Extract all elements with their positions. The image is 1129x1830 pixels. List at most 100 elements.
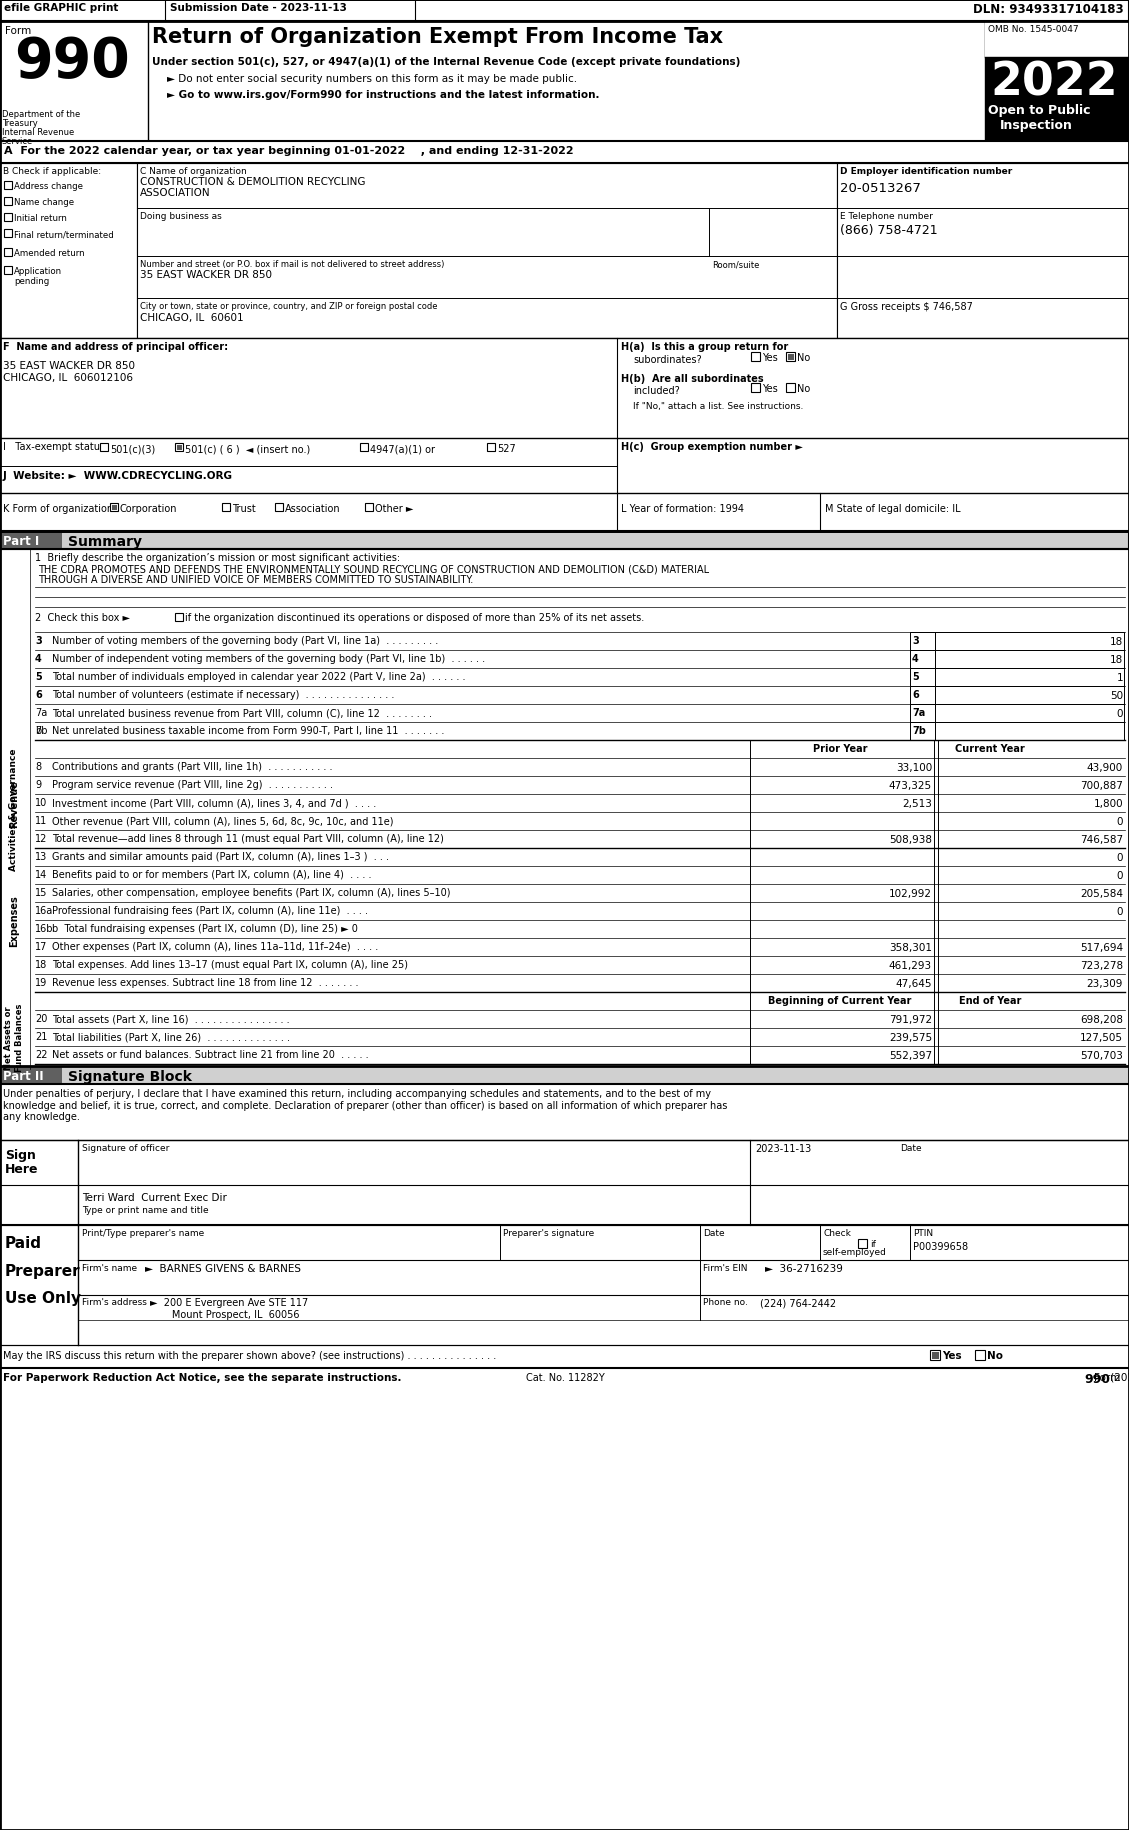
Text: 746,587: 746,587 (1079, 834, 1123, 844)
Text: Paid: Paid (5, 1235, 42, 1250)
Bar (176, 445, 182, 450)
Text: Prior Year: Prior Year (813, 743, 867, 754)
Text: City or town, state or province, country, and ZIP or foreign postal code: City or town, state or province, country… (140, 302, 438, 311)
Bar (0, 165, 137, 339)
Text: Part I: Part I (3, 534, 40, 547)
Text: 700,887: 700,887 (1080, 781, 1123, 791)
Text: Grants and similar amounts paid (Part IX, column (A), lines 1–3 )  . . .: Grants and similar amounts paid (Part IX… (52, 851, 390, 862)
Text: 18: 18 (1110, 637, 1123, 646)
Text: Total unrelated business revenue from Part VIII, column (C), line 12  . . . . . : Total unrelated business revenue from Pa… (52, 708, 432, 717)
Text: Net assets or fund balances. Subtract line 21 from line 20  . . . . .: Net assets or fund balances. Subtract li… (52, 1049, 369, 1060)
Text: Signature Block: Signature Block (68, 1069, 192, 1083)
Bar (750, 992, 938, 1065)
Text: 8: 8 (35, 761, 41, 772)
Text: 3: 3 (35, 635, 42, 646)
Text: For Paperwork Reduction Act Notice, see the separate instructions.: For Paperwork Reduction Act Notice, see … (3, 1372, 402, 1382)
Bar (222, 503, 230, 512)
Text: CHICAGO, IL  606012106: CHICAGO, IL 606012106 (3, 373, 133, 382)
Bar (0, 533, 1129, 549)
Text: 358,301: 358,301 (889, 942, 933, 952)
Text: Under section 501(c), 527, or 4947(a)(1) of the Internal Revenue Code (except pr: Under section 501(c), 527, or 4947(a)(1)… (152, 57, 741, 68)
Bar (5, 214, 12, 221)
Text: Final return/terminated: Final return/terminated (14, 231, 114, 240)
Text: 47,645: 47,645 (895, 979, 933, 988)
Text: Check: Check (823, 1228, 851, 1237)
Bar (910, 686, 935, 705)
Bar (751, 353, 760, 362)
Text: B Check if applicable:: B Check if applicable: (3, 167, 102, 176)
Text: ►  200 E Evergreen Ave STE 117: ► 200 E Evergreen Ave STE 117 (150, 1297, 308, 1307)
Text: 239,575: 239,575 (889, 1032, 933, 1043)
Text: Initial return: Initial return (14, 214, 67, 223)
Text: if the organization discontinued its operations or disposed of more than 25% of : if the organization discontinued its ope… (185, 613, 645, 622)
Text: ►  BARNES GIVENS & BARNES: ► BARNES GIVENS & BARNES (145, 1263, 301, 1274)
Bar (0, 22, 1129, 143)
Text: 9: 9 (35, 780, 41, 789)
Text: J  Website: ►  WWW.CDRECYCLING.ORG: J Website: ► WWW.CDRECYCLING.ORG (3, 470, 233, 481)
Text: 501(c)(3): 501(c)(3) (110, 443, 156, 454)
Text: 4: 4 (35, 653, 42, 664)
Text: Number and street (or P.O. box if mail is not delivered to street address): Number and street (or P.O. box if mail i… (140, 260, 445, 269)
Text: Here: Here (5, 1162, 38, 1175)
Text: 50: 50 (1110, 690, 1123, 701)
Bar (0, 533, 62, 549)
Text: Expenses: Expenses (9, 895, 19, 946)
Text: 6: 6 (912, 690, 919, 699)
Text: H(a)  Is this a group return for: H(a) Is this a group return for (621, 342, 788, 351)
Text: Mount Prospect, IL  60056: Mount Prospect, IL 60056 (150, 1308, 299, 1319)
Text: Doing business as: Doing business as (140, 212, 221, 221)
Text: G Gross receipts $ 746,587: G Gross receipts $ 746,587 (840, 302, 973, 311)
Text: L Year of formation: 1994: L Year of formation: 1994 (621, 503, 744, 514)
Text: 15: 15 (35, 888, 47, 897)
Bar (930, 1351, 940, 1360)
Text: 990: 990 (1084, 1372, 1110, 1385)
Text: Contributions and grants (Part VIII, line 1h)  . . . . . . . . . . .: Contributions and grants (Part VIII, lin… (52, 761, 333, 772)
Bar (935, 705, 1124, 723)
Text: Date: Date (900, 1144, 921, 1153)
Text: 18: 18 (35, 959, 47, 970)
Text: 517,694: 517,694 (1079, 942, 1123, 952)
Text: subordinates?: subordinates? (633, 355, 701, 364)
Bar (931, 1352, 938, 1358)
Text: Part II: Part II (3, 1069, 44, 1082)
Bar (750, 849, 938, 992)
Text: 473,325: 473,325 (889, 781, 933, 791)
Text: 13: 13 (35, 851, 47, 862)
Text: 7a: 7a (912, 708, 926, 717)
Text: Treasury: Treasury (2, 119, 37, 128)
Text: (866) 758-4721: (866) 758-4721 (840, 223, 937, 236)
Text: No: No (987, 1351, 1003, 1360)
Text: Total number of individuals employed in calendar year 2022 (Part V, line 2a)  . : Total number of individuals employed in … (52, 672, 465, 681)
Text: End of Year: End of Year (959, 996, 1022, 1005)
Text: 3: 3 (912, 635, 919, 646)
Text: 7b: 7b (912, 727, 926, 736)
Text: No: No (797, 353, 811, 362)
Text: 570,703: 570,703 (1080, 1050, 1123, 1060)
Text: 2  Check this box ►: 2 Check this box ► (35, 613, 130, 622)
Text: Total number of volunteers (estimate if necessary)  . . . . . . . . . . . . . . : Total number of volunteers (estimate if … (52, 690, 394, 699)
Text: Net Assets or
Fund Balances: Net Assets or Fund Balances (5, 1003, 24, 1072)
Bar (0, 0, 1129, 22)
Text: THE CDRA PROMOTES AND DEFENDS THE ENVIRONMENTALLY SOUND RECYCLING OF CONSTRUCTIO: THE CDRA PROMOTES AND DEFENDS THE ENVIRO… (38, 564, 709, 573)
Bar (935, 633, 1124, 651)
Bar (5, 198, 12, 207)
Text: Use Only: Use Only (5, 1290, 81, 1305)
Bar (0, 22, 148, 143)
Bar (487, 443, 495, 452)
Text: Corporation: Corporation (120, 503, 177, 514)
Text: Current Year: Current Year (955, 743, 1025, 754)
Text: Sign: Sign (5, 1149, 36, 1162)
Text: 10: 10 (35, 798, 47, 807)
Text: CHICAGO, IL  60601: CHICAGO, IL 60601 (140, 313, 244, 322)
Text: I   Tax-exempt status:: I Tax-exempt status: (3, 441, 108, 452)
Text: 2023-11-13: 2023-11-13 (755, 1144, 812, 1153)
Bar (5, 231, 12, 238)
Bar (910, 723, 935, 741)
Text: efile GRAPHIC print: efile GRAPHIC print (5, 4, 119, 13)
Bar (858, 1239, 867, 1248)
Text: Department of the: Department of the (2, 110, 80, 119)
Text: 552,397: 552,397 (889, 1050, 933, 1060)
Text: 5: 5 (35, 672, 42, 681)
Bar (910, 651, 935, 668)
Text: Summary: Summary (68, 534, 142, 549)
